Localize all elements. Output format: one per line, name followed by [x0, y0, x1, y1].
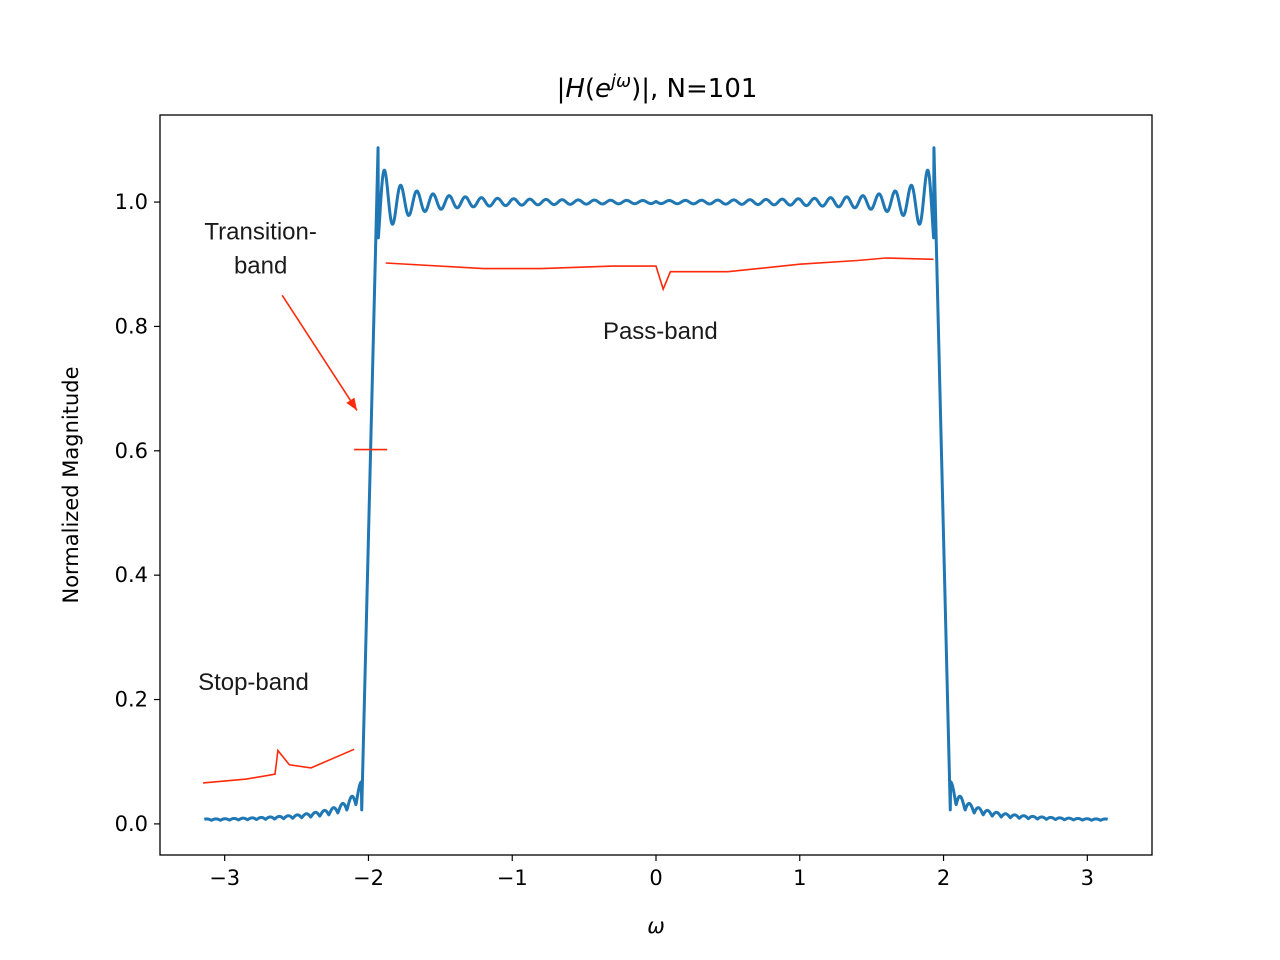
annotation-layer: Transition-band Pass-band Stop-band: [198, 218, 934, 784]
stop-band-bracket: [203, 748, 355, 784]
x-tick-label: 3: [1081, 866, 1094, 890]
series-layer: [203, 146, 1109, 822]
transition-arrow-head: [346, 397, 357, 411]
transition-arrow-shaft: [281, 294, 358, 411]
y-tick-label: 0.8: [115, 314, 148, 338]
magnitude-series-line: [203, 146, 1109, 822]
x-tick-label: 1: [793, 866, 806, 890]
x-axis-label: ω: [647, 914, 665, 938]
x-tick-label: 0: [649, 866, 662, 890]
x-tick-label: −3: [209, 866, 240, 890]
x-tick-label: −2: [353, 866, 384, 890]
y-tick-label: 0.2: [115, 688, 148, 712]
x-tick-label: −1: [497, 866, 528, 890]
transition-band-label: Transition-band: [204, 218, 316, 279]
axis-ticks: −3 −2 −1 0 1 2 3 0.0 0.2 0.4 0.6 0.8 1.0: [115, 190, 1094, 890]
pass-band-label: Pass-band: [603, 318, 718, 345]
y-tick-label: 1.0: [115, 190, 148, 214]
y-tick-label: 0.6: [115, 439, 148, 463]
stop-band-label: Stop-band: [198, 669, 309, 696]
pass-band-bracket: [385, 257, 934, 292]
y-tick-label: 0.0: [115, 812, 148, 836]
y-axis-label: Normalized Magnitude: [59, 366, 83, 603]
chart-title: |H(ejω)|, N=101: [557, 71, 758, 104]
x-tick-label: 2: [937, 866, 950, 890]
y-tick-label: 0.4: [115, 563, 148, 587]
